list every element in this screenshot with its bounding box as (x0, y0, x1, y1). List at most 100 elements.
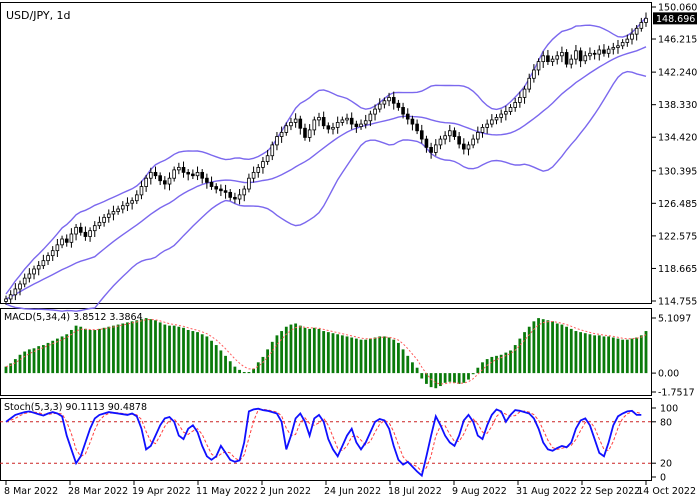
candle-body (513, 102, 517, 108)
macd-bar (130, 321, 134, 374)
macd-bar (368, 338, 372, 374)
candle-body (560, 52, 564, 57)
macd-bar (27, 349, 31, 374)
panel-frame-1 (0, 2, 652, 304)
candle-body (326, 125, 331, 130)
date-tick-label: 22 Sep 2022 (580, 486, 640, 497)
macd-bar (593, 335, 597, 374)
macd-bar (140, 319, 143, 374)
candle-body (181, 166, 186, 173)
candle-body (466, 144, 471, 150)
candle-body (312, 119, 317, 131)
candle-body (620, 42, 625, 47)
candle-body (387, 97, 391, 102)
candle-body (18, 283, 22, 290)
candle-body (410, 118, 415, 125)
date-tick-label: 28 Mar 2022 (68, 486, 128, 497)
macd-bar (242, 372, 246, 374)
macd-bar (233, 366, 237, 374)
candle-body (639, 22, 644, 29)
candle-body (13, 288, 18, 296)
candle-body (583, 55, 588, 62)
date-tick-label: 31 Aug 2022 (516, 486, 577, 497)
macd-bar (387, 337, 391, 374)
candle-body (345, 117, 349, 121)
macd-bar (88, 329, 92, 374)
macd-bar (46, 342, 50, 374)
candle-body (602, 49, 606, 54)
macd-bar (252, 368, 255, 374)
macd-bar (214, 345, 218, 374)
macd-bar (275, 335, 279, 374)
macd-bar (294, 323, 298, 374)
macd-bar (312, 327, 316, 374)
macd-bar (177, 326, 181, 374)
price-tick-label: 126.485 (658, 199, 697, 210)
candle-body (158, 175, 162, 182)
panel-frame-3 (0, 398, 652, 481)
macd-bar (453, 373, 456, 383)
macd-bar (247, 372, 251, 374)
candle-body (153, 171, 158, 177)
candle-body (625, 38, 630, 43)
macd-bar (74, 325, 78, 374)
candle-body (41, 260, 46, 267)
candle-body (270, 144, 275, 157)
candle-body (120, 205, 125, 210)
candle-body (508, 107, 513, 112)
current-price-badge (653, 12, 697, 25)
candle-body (527, 77, 532, 90)
macd-bar (462, 373, 466, 383)
candle-body (634, 27, 639, 35)
macd-bar (107, 326, 111, 374)
candle-body (471, 138, 475, 146)
candle-body (303, 127, 307, 138)
macd-bar (303, 327, 307, 374)
candle-body (102, 216, 106, 223)
candle-body (443, 135, 447, 140)
macd-bar (182, 327, 185, 374)
macd-bar (261, 356, 265, 374)
macd-bar (607, 336, 611, 374)
macd-bar (135, 320, 139, 374)
candle-body (195, 171, 200, 177)
candle-body (419, 130, 424, 140)
macd-bar (495, 355, 498, 374)
macd-bar (84, 328, 87, 374)
macd-bar (537, 318, 540, 374)
candle-body (368, 113, 373, 122)
candle-body (144, 177, 148, 187)
candle-body (22, 277, 27, 285)
macd-bar (32, 348, 36, 374)
candle-body (363, 120, 368, 125)
candle-body (405, 113, 410, 120)
macd-bar (616, 338, 620, 374)
candle-body (116, 208, 120, 212)
candle-body (111, 211, 116, 215)
date-tick-label: 9 Aug 2022 (452, 486, 507, 497)
macd-bar (238, 369, 241, 374)
macd-bar (639, 335, 643, 374)
candle-body (574, 50, 578, 60)
bollinger-middle (5, 46, 647, 300)
candle-body (163, 180, 167, 185)
macd-bar (191, 331, 195, 374)
macd-bar (116, 324, 120, 374)
price-panel (4, 12, 648, 312)
macd-bar (18, 354, 22, 374)
macd-bar (527, 326, 531, 374)
macd-bar (41, 345, 45, 374)
candle-body (92, 225, 97, 232)
macd-bar (144, 318, 148, 374)
macd-bar (359, 339, 363, 374)
candle-body (447, 130, 452, 137)
candle-body (293, 118, 298, 123)
candle-body (485, 123, 489, 128)
candle-body (200, 171, 205, 179)
macd-bar (420, 373, 424, 379)
chart-title: USD/JPY, 1d (6, 9, 71, 22)
candle-body (462, 143, 466, 150)
macd-bar (471, 373, 475, 375)
macd-title: MACD(5,34,4) 3.8512 3.3864 (4, 312, 143, 323)
